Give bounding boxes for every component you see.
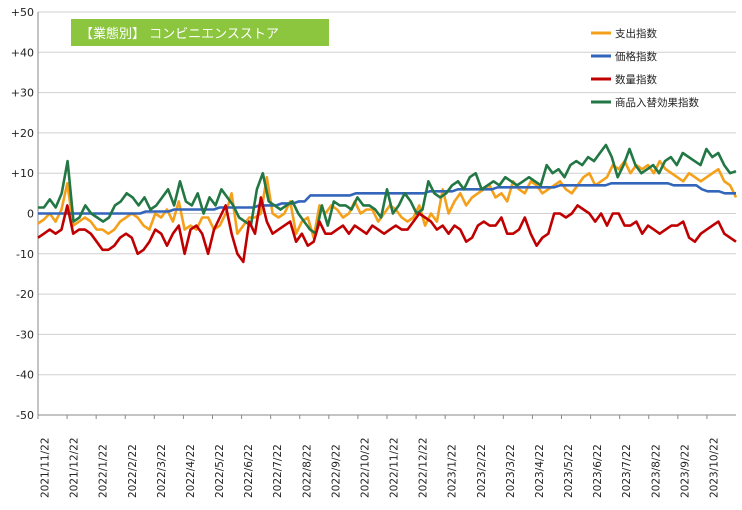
x-tick-label: 2022/10/22	[359, 437, 371, 498]
y-tick-label: -20	[16, 288, 34, 301]
series-line	[37, 196, 737, 264]
y-tick-label: -10	[16, 248, 34, 261]
x-tick-label: 2023/5/22	[563, 444, 575, 498]
chart-title: 【業態別】 コンビニエンスストア	[80, 26, 279, 42]
series-line	[38, 143, 737, 235]
x-tick-label: 2023/1/22	[447, 444, 459, 498]
legend-label: 商品入替効果指数	[615, 96, 699, 109]
x-tick-label: 2023/2/22	[476, 444, 488, 498]
y-tick-label: -40	[16, 369, 34, 382]
x-tick-label: 2023/6/22	[592, 444, 604, 498]
x-tick-label: 2021/12/22	[69, 437, 81, 498]
series-lines	[37, 143, 738, 264]
x-tick-label: 2023/7/22	[621, 444, 633, 498]
legend-label: 支出指数	[615, 27, 657, 40]
title-background	[71, 19, 329, 46]
y-tick-label: +20	[11, 127, 34, 140]
legend-label: 数量指数	[615, 73, 657, 86]
x-tick-label: 2022/4/22	[185, 444, 197, 498]
y-tick-label: 0	[27, 208, 34, 221]
series-line	[37, 159, 738, 239]
y-tick-label: +50	[11, 6, 34, 19]
x-tick-label: 2022/8/22	[301, 444, 313, 498]
legend-label: 価格指数	[615, 50, 657, 63]
x-tick-label: 2022/6/22	[243, 444, 255, 498]
y-tick-label: +10	[11, 167, 34, 180]
x-tick-label: 2023/8/22	[650, 444, 662, 498]
x-tick-label: 2022/3/22	[156, 444, 168, 498]
x-tick-label: 2022/7/22	[272, 444, 284, 498]
y-tick-label: +40	[11, 46, 34, 59]
x-tick-label: 2023/3/22	[505, 444, 517, 498]
y-tick-label: +30	[11, 87, 34, 100]
x-tick-label: 2022/2/22	[127, 444, 139, 498]
y-tick-label: -50	[16, 409, 34, 422]
x-tick-label: 2023/10/22	[708, 437, 720, 498]
y-tick-label: -30	[16, 328, 34, 341]
axes: +50 +40 +30 +20 +10 0 -10 -20 -30 -40 -50 2021/11/2…	[11, 6, 736, 498]
x-tick-label: 2022/12/22	[418, 437, 430, 498]
x-tick-label: 2022/11/22	[389, 437, 401, 498]
chart-title-box: 【業態別】 コンビニエンスストア	[71, 19, 329, 46]
x-tick-label: 2023/9/22	[679, 444, 691, 498]
x-tick-label: 2023/4/22	[534, 444, 546, 498]
x-tick-label: 2022/9/22	[330, 444, 342, 498]
x-tick-label: 2022/1/22	[98, 444, 110, 498]
x-tick-label: 2021/11/22	[40, 437, 52, 498]
x-tick-label: 2022/5/22	[214, 444, 226, 498]
